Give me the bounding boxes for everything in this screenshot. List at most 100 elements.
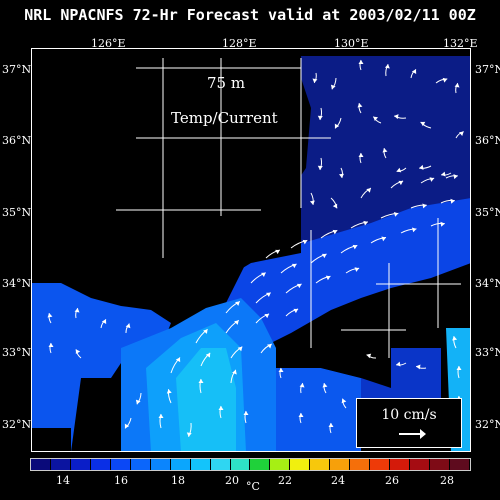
lat-label-34: 34°N	[2, 277, 32, 290]
colorbar-segment	[70, 459, 91, 470]
colorbar-segment	[90, 459, 111, 470]
colorbar-segment	[450, 459, 470, 470]
colorbar-segment	[370, 459, 391, 470]
colorbar-tick-label: 18	[171, 474, 185, 487]
current-vector	[124, 417, 132, 429]
current-vector	[309, 192, 315, 205]
current-vector	[75, 349, 82, 359]
colorbar-tick-label: 20	[225, 474, 239, 487]
colorbar-segment	[310, 459, 331, 470]
current-vector	[360, 187, 372, 199]
colorbar-segment	[350, 459, 371, 470]
current-vector	[100, 318, 107, 329]
current-vector	[410, 68, 417, 79]
colorbar-segment	[31, 459, 51, 470]
current-vector	[380, 211, 399, 219]
current-vector	[166, 389, 172, 404]
lat-label-35-right: 35°N	[475, 206, 500, 219]
depth-label: 75 m	[207, 74, 246, 92]
current-vector	[420, 121, 432, 129]
current-vector	[230, 369, 237, 384]
colorbar-tick-label: 28	[440, 474, 454, 487]
current-vector	[372, 116, 382, 124]
current-vector	[330, 197, 338, 209]
current-vector	[400, 227, 417, 234]
lon-label-132: 132°E	[443, 37, 478, 50]
lon-label-128: 128°E	[222, 37, 257, 50]
current-vector	[315, 275, 331, 284]
colorbar-segment	[190, 459, 211, 470]
current-vector	[357, 103, 363, 114]
lat-label-32-right: 32°N	[475, 418, 500, 431]
current-vector	[299, 382, 305, 394]
current-vector	[280, 263, 297, 274]
colorbar-segment	[430, 459, 451, 470]
current-vector	[339, 167, 345, 179]
colorbar-segment	[50, 459, 71, 470]
colorbar-tick-label: 16	[114, 474, 128, 487]
current-vector-field	[47, 59, 464, 439]
current-vector	[186, 422, 192, 438]
current-vector	[419, 164, 432, 170]
current-vector	[390, 180, 404, 189]
current-vector	[366, 353, 377, 359]
ocean-region	[276, 368, 361, 452]
current-vector	[310, 253, 327, 264]
temperature-colorbar	[30, 458, 471, 471]
current-vector	[225, 319, 239, 334]
map-area	[31, 48, 471, 452]
current-vector	[285, 283, 302, 294]
ocean-region	[31, 428, 71, 452]
current-vector	[298, 412, 304, 424]
lat-label-32: 32°N	[2, 418, 32, 431]
current-vector	[393, 114, 407, 120]
current-vector	[445, 174, 458, 180]
colorbar-segment	[110, 459, 131, 470]
current-vector	[455, 131, 464, 139]
current-vector	[334, 117, 342, 129]
current-vector	[170, 357, 181, 374]
colorbar-unit: °C	[246, 480, 260, 493]
lat-label-36: 36°N	[2, 134, 32, 147]
current-vector	[243, 410, 249, 424]
lon-label-130: 130°E	[334, 37, 369, 50]
map-frame	[31, 48, 471, 452]
ocean-temperature-field	[31, 48, 471, 452]
current-vector	[250, 272, 266, 284]
current-vector	[47, 313, 53, 324]
colorbar-tick-label: 14	[56, 474, 70, 487]
current-vector	[358, 152, 364, 164]
current-vector	[340, 244, 358, 254]
current-vector	[435, 77, 448, 84]
current-vector	[358, 59, 364, 71]
current-vector	[454, 82, 460, 94]
colorbar-segment	[130, 459, 151, 470]
vector-scale-legend: 10 cm/s	[356, 398, 462, 448]
current-vector	[255, 313, 270, 324]
current-vector	[440, 198, 455, 204]
colorbar-segment	[230, 459, 251, 470]
colorbar-tick-label: 22	[278, 474, 292, 487]
current-vector	[415, 364, 427, 370]
ocean-region	[31, 283, 171, 452]
current-vector	[396, 167, 407, 173]
colorbar-segment	[390, 459, 411, 470]
current-vector	[322, 383, 328, 394]
current-vector	[312, 72, 318, 84]
colorbar-segment	[210, 459, 231, 470]
current-vector	[410, 203, 427, 209]
current-vector	[48, 342, 54, 354]
current-vector	[420, 177, 435, 184]
current-vector	[135, 392, 142, 405]
current-vector	[255, 292, 271, 304]
current-vector	[198, 378, 204, 394]
vector-scale-arrow	[399, 429, 426, 439]
lat-label-35: 35°N	[2, 206, 32, 219]
current-vector	[345, 267, 360, 274]
current-vector	[370, 236, 387, 244]
current-vector	[350, 220, 368, 229]
colorbar-segment	[150, 459, 171, 470]
lat-label-33: 33°N	[2, 346, 32, 359]
lat-label-37-right: 37°N	[475, 63, 500, 76]
colorbar-segment	[330, 459, 351, 470]
